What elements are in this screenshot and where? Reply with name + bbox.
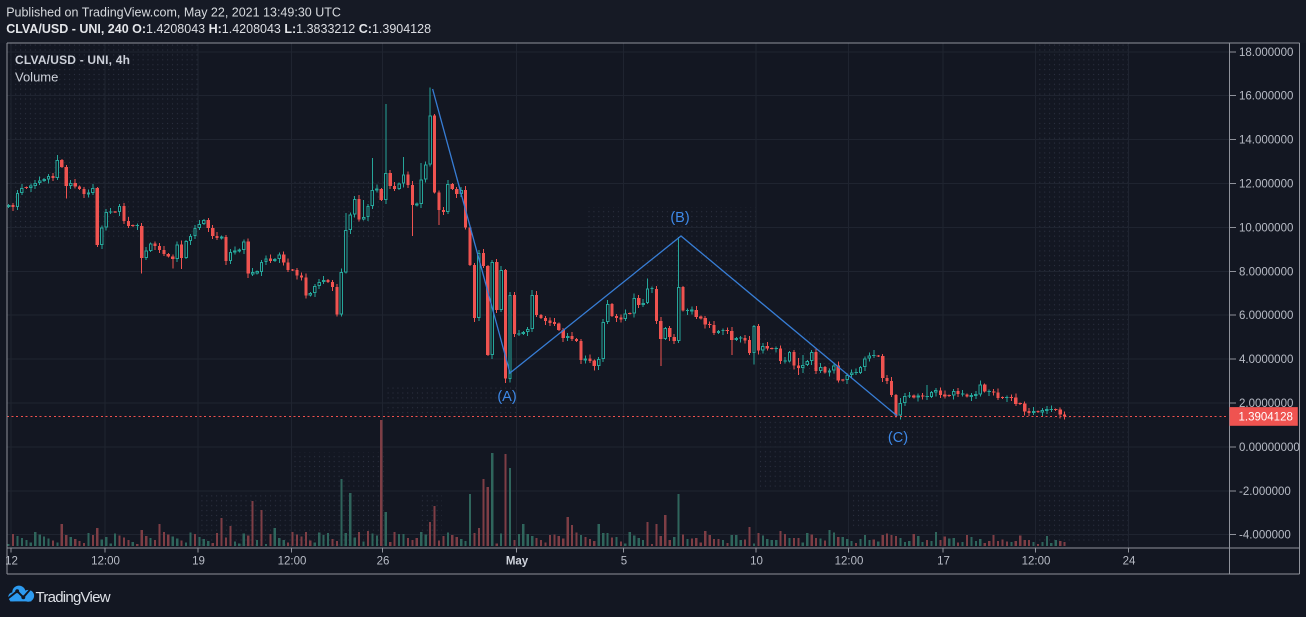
svg-text:6.0000000: 6.0000000: [1239, 310, 1293, 322]
svg-text:2.0000000: 2.0000000: [1239, 398, 1293, 410]
svg-text:(A): (A): [497, 389, 516, 405]
svg-text:8.0000000: 8.0000000: [1239, 266, 1293, 278]
svg-text:24: 24: [1123, 556, 1136, 568]
svg-text:14.000000: 14.000000: [1239, 135, 1293, 147]
svg-text:-4.000000: -4.000000: [1239, 530, 1291, 542]
svg-text:May: May: [506, 556, 529, 568]
svg-text:17: 17: [937, 556, 950, 568]
svg-text:12.000000: 12.000000: [1239, 179, 1293, 191]
svg-text:10: 10: [750, 556, 763, 568]
svg-text:12:00: 12:00: [91, 556, 120, 568]
svg-text:CLVA/USD - UNI, 240 O:1.420804: CLVA/USD - UNI, 240 O:1.4208043 H:1.4208…: [6, 22, 431, 36]
svg-text:Volume: Volume: [15, 70, 58, 85]
svg-text:CLVA/USD - UNI, 4h: CLVA/USD - UNI, 4h: [15, 53, 130, 67]
svg-text:12:00: 12:00: [835, 556, 864, 568]
svg-text:(B): (B): [670, 210, 689, 226]
svg-text:1.3904128: 1.3904128: [1239, 412, 1293, 424]
svg-text:12: 12: [5, 556, 18, 568]
svg-text:18.000000: 18.000000: [1239, 47, 1293, 59]
svg-text:0.00000000: 0.00000000: [1239, 442, 1300, 454]
svg-text:4.0000000: 4.0000000: [1239, 354, 1293, 366]
svg-text:(C): (C): [888, 430, 908, 446]
svg-text:10.000000: 10.000000: [1239, 222, 1293, 234]
svg-text:12:00: 12:00: [278, 556, 307, 568]
svg-text:26: 26: [377, 556, 390, 568]
svg-text:16.000000: 16.000000: [1239, 91, 1293, 103]
svg-text:19: 19: [192, 556, 205, 568]
svg-text:-2.000000: -2.000000: [1239, 486, 1291, 498]
svg-text:TradingView: TradingView: [36, 589, 111, 606]
svg-text:Published on TradingView.com,: Published on TradingView.com, May 22, 20…: [6, 6, 341, 20]
svg-text:5: 5: [621, 556, 627, 568]
svg-text:12:00: 12:00: [1022, 556, 1051, 568]
